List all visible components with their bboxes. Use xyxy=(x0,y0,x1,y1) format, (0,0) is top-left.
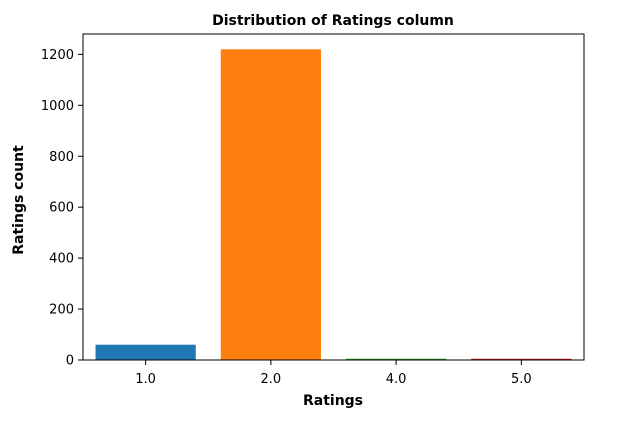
bar-5-0 xyxy=(471,358,572,360)
y-tick-label: 400 xyxy=(49,252,74,267)
chart-title: Distribution of Ratings column xyxy=(212,13,454,29)
y-tick-label: 600 xyxy=(49,201,74,216)
y-tick-label: 0 xyxy=(66,354,74,369)
x-tick-label: 5.0 xyxy=(511,372,532,387)
plot-frame xyxy=(82,33,585,361)
x-tick-label: 2.0 xyxy=(261,372,282,387)
x-axis-label: Ratings xyxy=(303,393,363,409)
bars-group xyxy=(95,49,572,360)
x-axis: 1.0 2.0 4.0 5.0 xyxy=(135,360,532,387)
y-tick-label: 1200 xyxy=(41,48,74,63)
y-axis-label: Ratings count xyxy=(11,145,27,255)
x-tick-label: 4.0 xyxy=(386,372,407,387)
y-axis: 0 200 400 600 800 1000 1200 xyxy=(41,48,83,369)
bar-1-0 xyxy=(95,344,196,360)
y-tick-label: 1000 xyxy=(41,99,74,114)
bar-4-0 xyxy=(346,358,447,360)
y-tick-label: 800 xyxy=(49,150,74,165)
bar-2-0 xyxy=(220,49,321,360)
x-tick-label: 1.0 xyxy=(135,372,156,387)
y-tick-label: 200 xyxy=(49,303,74,318)
